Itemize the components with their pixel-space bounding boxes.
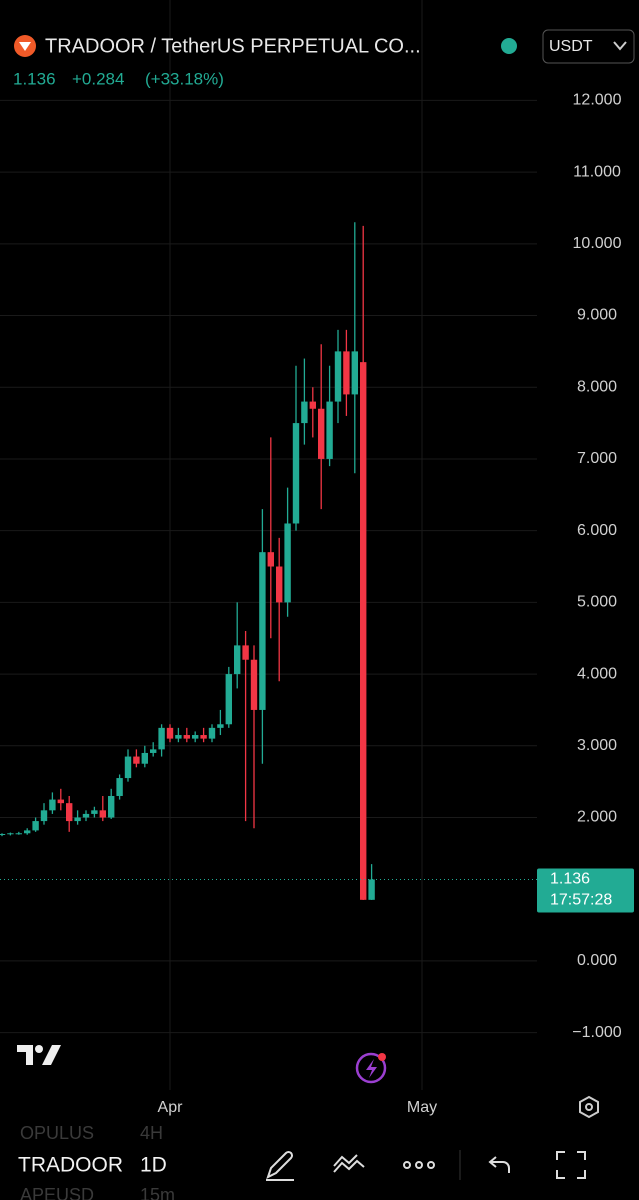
candle-body xyxy=(301,401,308,424)
candle-body xyxy=(175,735,182,739)
candle-body xyxy=(200,735,207,739)
candle-body xyxy=(7,833,14,835)
undo-icon[interactable] xyxy=(488,1156,510,1173)
current-interval[interactable]: 1D xyxy=(140,1154,167,1177)
watch-symbol[interactable]: APEUSD xyxy=(20,1185,94,1200)
candle-body xyxy=(368,879,375,900)
candle-body xyxy=(124,756,132,779)
candle-body xyxy=(0,833,6,835)
current-symbol[interactable]: TRADOOR xyxy=(18,1154,123,1177)
y-tick-label: 3.000 xyxy=(577,737,617,754)
candle-body xyxy=(351,351,358,395)
watch-interval: 15m xyxy=(140,1185,175,1200)
plot: −1.000 0.000 2.000 3.000 4.000 5.000 6.000 7.00… xyxy=(0,0,634,1116)
candle-body xyxy=(150,749,157,753)
y-tick-label: 12.000 xyxy=(573,92,622,109)
y-tick-label: −1.000 xyxy=(572,1024,621,1041)
symbol-icon-glyph xyxy=(19,42,31,51)
y-tick-label: 5.000 xyxy=(577,594,617,611)
candle-body xyxy=(24,830,31,834)
candle-body xyxy=(158,727,165,750)
candle-body xyxy=(57,799,64,804)
y-tick-label: 11.000 xyxy=(573,163,621,180)
candle-body xyxy=(284,523,291,603)
x-tick-label: Apr xyxy=(158,1099,184,1116)
candle-body xyxy=(74,817,81,822)
candle-body xyxy=(91,810,98,814)
candle-body xyxy=(334,351,342,402)
candle-body xyxy=(267,552,274,567)
candle-body xyxy=(343,351,350,395)
candle-body xyxy=(259,552,266,710)
market-status xyxy=(501,38,517,54)
price-tag-value: 1.136 xyxy=(550,871,590,888)
candle-body xyxy=(32,821,39,831)
candle-body xyxy=(108,795,115,818)
y-tick-label: 8.000 xyxy=(577,378,617,395)
y-tick-label: 6.000 xyxy=(577,522,617,539)
symbol-title[interactable]: TRADOOR / TetherUS PERPETUAL CO... xyxy=(45,35,421,57)
candle-body xyxy=(318,408,325,459)
watch-symbol[interactable]: OPULUS xyxy=(20,1123,94,1143)
candle-body xyxy=(40,810,48,822)
y-tick-label: 4.000 xyxy=(577,665,617,682)
candle-body xyxy=(326,401,333,459)
notification-dot xyxy=(378,1053,386,1061)
candle-body xyxy=(309,401,316,409)
tv-logo-dot xyxy=(35,1045,43,1053)
flash-icon[interactable] xyxy=(355,1052,387,1084)
candle-body xyxy=(82,813,90,818)
y-tick-label: 2.000 xyxy=(577,809,617,826)
candle-body xyxy=(66,803,73,822)
candle-body xyxy=(208,727,216,739)
y-tick-label: 7.000 xyxy=(577,450,617,467)
candle-body xyxy=(192,735,199,739)
candle-body xyxy=(242,645,249,660)
price-change-pct: (+33.18%) xyxy=(145,69,224,88)
currency-select[interactable] xyxy=(542,29,635,64)
y-tick-label: 0.000 xyxy=(577,952,617,969)
settings-icon[interactable] xyxy=(579,1095,599,1119)
price-change: +0.284 xyxy=(72,69,124,88)
tv-logo[interactable] xyxy=(17,1045,61,1065)
candle-body xyxy=(133,756,140,764)
dropdown-arrow xyxy=(613,41,627,51)
price-tag-countdown: 17:57:28 xyxy=(550,892,612,909)
candle-body xyxy=(99,810,106,818)
candle-body xyxy=(292,423,300,524)
candle-body xyxy=(234,645,241,675)
flash-glyph xyxy=(366,1059,377,1078)
settings-icon-center xyxy=(585,1103,593,1111)
candle-body xyxy=(15,833,22,835)
candle-body xyxy=(360,362,367,900)
watch-interval: 4H xyxy=(140,1123,163,1143)
candle-body xyxy=(250,659,258,710)
candle-body xyxy=(141,752,148,764)
last-price: 1.136 xyxy=(13,69,56,88)
candle-body xyxy=(166,727,174,739)
price-tag xyxy=(537,868,634,913)
currency-label: USDT xyxy=(549,38,593,55)
candle-body xyxy=(225,674,232,725)
candle-body xyxy=(217,724,224,728)
candle-body xyxy=(276,566,283,603)
x-tick-label: May xyxy=(407,1099,437,1116)
candle-body xyxy=(116,778,123,796)
candle-body xyxy=(49,799,56,811)
y-tick-label: 10.000 xyxy=(573,235,622,252)
draw-icon[interactable] xyxy=(266,1150,294,1181)
indicators-icon[interactable] xyxy=(333,1154,365,1173)
fullscreen-icon[interactable] xyxy=(556,1151,586,1179)
more-icon[interactable] xyxy=(403,1161,435,1169)
y-tick-label: 9.000 xyxy=(577,307,617,324)
candle-body xyxy=(183,735,190,739)
